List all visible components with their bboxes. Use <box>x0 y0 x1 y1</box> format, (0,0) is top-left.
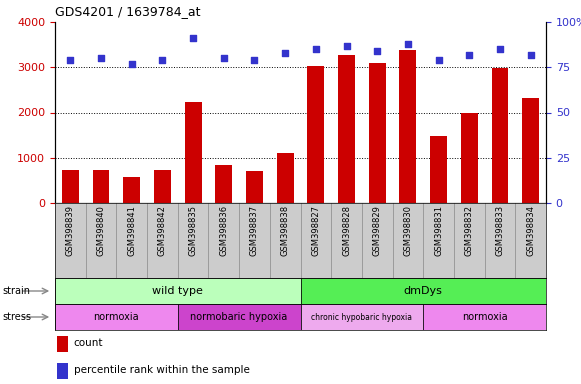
Point <box>281 50 290 56</box>
Text: GSM398828: GSM398828 <box>342 205 351 256</box>
Text: GSM398842: GSM398842 <box>158 205 167 256</box>
Bar <box>55 278 300 304</box>
Text: GSM398834: GSM398834 <box>526 205 535 256</box>
Text: GSM398836: GSM398836 <box>219 205 228 257</box>
Point <box>526 51 535 58</box>
Point <box>372 48 382 54</box>
Text: GSM398832: GSM398832 <box>465 205 474 256</box>
Bar <box>430 136 447 203</box>
Bar <box>307 66 324 203</box>
Point <box>158 57 167 63</box>
Text: GSM398827: GSM398827 <box>311 205 320 256</box>
Bar <box>92 170 109 203</box>
Text: strain: strain <box>3 286 31 296</box>
Text: stress: stress <box>3 312 32 322</box>
Bar <box>492 68 508 203</box>
Point <box>96 55 106 61</box>
Text: normoxia: normoxia <box>94 312 139 322</box>
Text: normobaric hypoxia: normobaric hypoxia <box>191 312 288 322</box>
Bar <box>338 55 355 203</box>
Text: GDS4201 / 1639784_at: GDS4201 / 1639784_at <box>55 5 200 18</box>
Point <box>465 51 474 58</box>
Text: GSM398841: GSM398841 <box>127 205 136 256</box>
Text: count: count <box>74 338 103 348</box>
Bar <box>178 304 300 330</box>
Text: GSM398830: GSM398830 <box>403 205 413 256</box>
Text: chronic hypobaric hypoxia: chronic hypobaric hypoxia <box>311 313 413 321</box>
Point <box>188 35 198 41</box>
Point <box>127 61 137 67</box>
Point <box>219 55 228 61</box>
Bar <box>300 278 546 304</box>
Point <box>496 46 505 52</box>
Bar <box>246 171 263 203</box>
Bar <box>154 170 171 203</box>
Text: GSM398840: GSM398840 <box>96 205 106 256</box>
Text: GSM398839: GSM398839 <box>66 205 75 256</box>
Bar <box>277 153 293 203</box>
Point <box>342 43 351 49</box>
Text: GSM398838: GSM398838 <box>281 205 290 257</box>
Bar <box>123 177 140 203</box>
Text: GSM398833: GSM398833 <box>496 205 504 257</box>
Text: dmDys: dmDys <box>404 286 443 296</box>
Bar <box>423 304 546 330</box>
Bar <box>55 304 178 330</box>
Point <box>311 46 321 52</box>
Text: percentile rank within the sample: percentile rank within the sample <box>74 365 249 375</box>
Bar <box>461 113 478 203</box>
Bar <box>522 98 539 203</box>
Point <box>403 41 413 47</box>
Bar <box>58 363 68 379</box>
Text: wild type: wild type <box>152 286 203 296</box>
Text: GSM398831: GSM398831 <box>434 205 443 256</box>
Point <box>66 57 75 63</box>
Point <box>434 57 443 63</box>
Bar <box>62 170 79 203</box>
Text: GSM398837: GSM398837 <box>250 205 259 257</box>
Text: GSM398835: GSM398835 <box>189 205 198 256</box>
Bar <box>400 50 417 203</box>
Text: GSM398829: GSM398829 <box>373 205 382 256</box>
Bar <box>300 304 423 330</box>
Bar <box>185 102 202 203</box>
Point <box>250 57 259 63</box>
Bar <box>58 336 68 353</box>
Bar <box>369 63 386 203</box>
Bar <box>216 165 232 203</box>
Text: normoxia: normoxia <box>462 312 507 322</box>
